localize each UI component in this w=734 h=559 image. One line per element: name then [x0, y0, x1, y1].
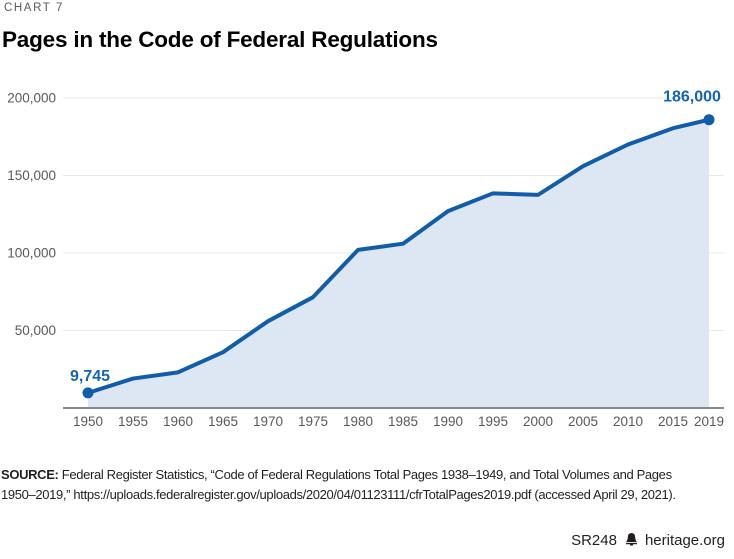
x-tick-label: 2019	[694, 414, 724, 429]
x-tick-label: 1965	[208, 414, 238, 429]
x-tick-label: 2015	[658, 414, 688, 429]
source-label: SOURCE:	[1, 467, 59, 482]
report-id: SR248	[571, 532, 617, 549]
source-text-line2: 1950–2019,” https://uploads.federalregis…	[1, 487, 676, 502]
x-tick-label: 1970	[253, 414, 283, 429]
x-tick-label: 1985	[388, 414, 418, 429]
x-tick-label: 1975	[298, 414, 328, 429]
source-text-line1: Federal Register Statistics, “Code of Fe…	[58, 467, 672, 482]
heritage-bell-icon	[624, 532, 639, 551]
y-tick-label: 100,000	[7, 246, 56, 261]
y-tick-label: 200,000	[7, 91, 56, 106]
data-point-1950	[82, 387, 94, 399]
x-tick-label: 2010	[613, 414, 643, 429]
data-point-label: 9,745	[70, 368, 110, 385]
site-name: heritage.org	[644, 532, 725, 549]
chart-title: Pages in the Code of Federal Regulations	[2, 27, 438, 52]
trend-line	[86, 117, 711, 395]
x-tick-label: 2000	[523, 414, 553, 429]
x-tick-label: 1955	[118, 414, 148, 429]
x-tick-label: 2005	[568, 414, 598, 429]
cfr-pages-area-chart: 50,000 100,000 150,000 200,000 1950 1955 1960 1…	[7, 89, 724, 429]
y-tick-label: 50,000	[15, 323, 56, 338]
data-point-label: 186,000	[663, 89, 721, 106]
chart-kicker: CHART 7	[4, 2, 64, 14]
x-tick-label: 1960	[163, 414, 193, 429]
area-fill	[88, 119, 709, 408]
x-tick-label: 1995	[478, 414, 508, 429]
source-note: SOURCE: Federal Register Statistics, “Co…	[1, 465, 733, 505]
y-tick-label: 150,000	[7, 168, 56, 183]
x-tick-label: 1990	[433, 414, 463, 429]
x-tick-label: 1950	[73, 414, 103, 429]
x-tick-label: 1980	[343, 414, 373, 429]
data-point-2019	[703, 114, 715, 126]
footer: SR248 heritage.org	[571, 531, 725, 550]
